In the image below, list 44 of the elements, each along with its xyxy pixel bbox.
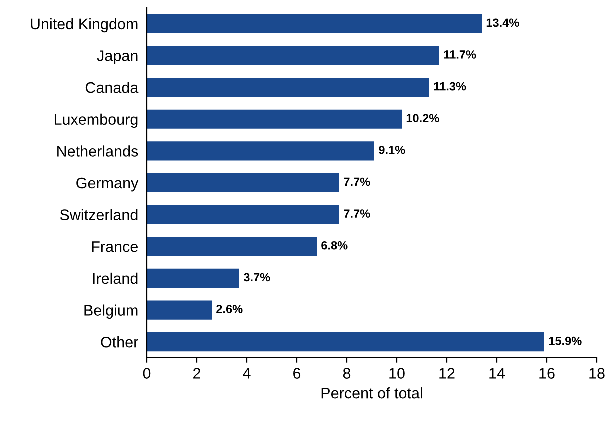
x-tick-label: 4 (243, 368, 251, 379)
bar (147, 78, 430, 98)
bar (147, 46, 440, 66)
data-label: 13.4% (486, 18, 520, 28)
data-label: 7.7% (344, 178, 370, 186)
x-tick-label: 12 (440, 368, 455, 379)
x-tick-label: 8 (343, 368, 351, 379)
bar (147, 173, 340, 193)
data-label: 11.7% (444, 50, 476, 59)
bar (147, 110, 402, 129)
data-label: 2.6% (216, 305, 243, 314)
y-tick-label: Japan (97, 50, 138, 64)
bar (147, 332, 544, 352)
bar (147, 300, 212, 320)
y-tick-label: Germany (76, 178, 139, 192)
data-label: 10.2% (406, 114, 440, 123)
y-tick-label: Netherlands (58, 146, 138, 157)
x-tick-label: 10 (390, 368, 405, 379)
bar (147, 14, 482, 34)
x-tick-label: 16 (540, 368, 555, 379)
bar (147, 237, 317, 256)
bar (147, 268, 240, 288)
data-label: 11.3% (434, 82, 466, 91)
x-axis-title: Percent of total (322, 388, 422, 399)
y-tick-label: Other (101, 336, 138, 348)
y-tick-label: France (92, 242, 138, 252)
x-tick-label: 2 (194, 368, 200, 379)
y-tick-label: Belgium (84, 304, 138, 319)
data-label: 6.8% (322, 241, 348, 250)
y-tick-label: United Kingdom (31, 18, 138, 33)
bar (147, 205, 340, 224)
y-tick-label: Canada (86, 82, 139, 94)
data-label: 15.9% (549, 336, 582, 346)
x-tick-label: 6 (294, 368, 301, 379)
x-tick-label: 14 (490, 368, 506, 379)
data-label: 7.7% (344, 210, 370, 218)
y-tick-label: Luxembourg (54, 114, 138, 128)
data-label: 9.1% (379, 146, 406, 154)
x-tick-label: 0 (143, 368, 151, 379)
y-tick-label: Switzerland (60, 209, 138, 221)
x-tick-label: 18 (590, 368, 605, 379)
data-label: 3.7% (244, 273, 270, 282)
bar (147, 142, 374, 161)
y-tick-label: Ireland (93, 272, 138, 284)
